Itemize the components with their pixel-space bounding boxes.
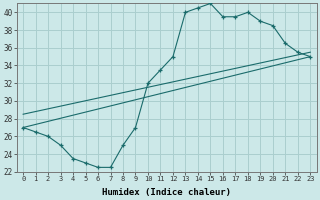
X-axis label: Humidex (Indice chaleur): Humidex (Indice chaleur) xyxy=(102,188,231,197)
